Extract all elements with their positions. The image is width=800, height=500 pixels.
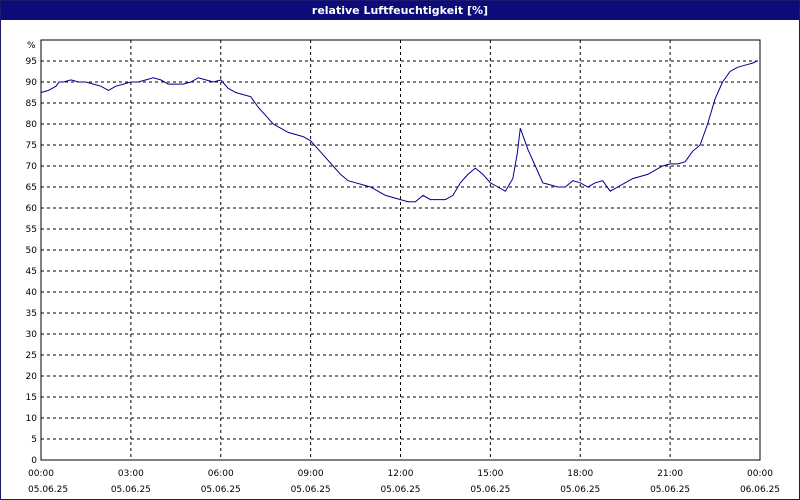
y-tick-label: 25 [26,351,37,361]
x-tick-labels: 00:00 05.06.25 03:00 05.06.25 06:00 05.06.25 0… [28,469,780,495]
x-tick-date: 05.06.25 [470,485,510,495]
y-tick-label: 95 [26,57,37,67]
y-tick-label: 75 [26,141,37,151]
y-tick-label: 60 [26,204,38,214]
x-tick-date: 05.06.25 [201,485,241,495]
x-tick-time: 00:00 [28,469,54,479]
y-tick-label: 10 [26,414,38,424]
humidity-series-line [40,60,758,203]
y-tick-label: 5 [31,435,37,445]
y-tick-label: 30 [26,330,38,340]
y-axis-label: % [27,41,36,51]
x-tick-date: 05.06.25 [28,485,68,495]
y-tick-label: 35 [26,309,37,319]
plot-area-border [40,39,761,461]
y-tick-label: 70 [26,162,38,172]
grid-layer [41,40,760,460]
x-tick-date: 06.06.25 [740,485,780,495]
y-tick-label: 15 [26,393,37,403]
x-tick-date: 05.06.25 [291,485,331,495]
chart-title: relative Luftfeuchtigkeit [%] [1,1,799,20]
y-tick-label: 55 [26,225,37,235]
y-tick-label: 90 [26,78,38,88]
y-tick-label: 65 [26,183,37,193]
x-tick-time: 03:00 [118,469,144,479]
x-tick-time: 15:00 [477,469,503,479]
x-tick-time: 09:00 [298,469,324,479]
x-tick-time: 06:00 [208,469,234,479]
y-tick-label: 45 [26,267,37,277]
x-tick-time: 00:00 [747,469,773,479]
y-tick-label: 85 [26,99,37,109]
y-tick-labels: 0 5 10 15 20 25 30 35 40 45 50 55 60 65 70 75 80 85 90 95 [26,57,38,466]
x-tick-time: 21:00 [657,469,683,479]
x-tick-date: 05.06.25 [380,485,420,495]
x-tick-date: 05.06.25 [560,485,600,495]
x-tick-date: 05.06.25 [650,485,690,495]
y-tick-label: 50 [26,246,38,256]
x-tick-date: 05.06.25 [111,485,151,495]
x-tick-time: 18:00 [567,469,593,479]
y-tick-label: 20 [26,372,38,382]
y-tick-label: 80 [26,120,38,130]
x-tick-time: 12:00 [388,469,414,479]
y-tick-label: 40 [26,288,38,298]
y-tick-label: 0 [31,456,37,466]
